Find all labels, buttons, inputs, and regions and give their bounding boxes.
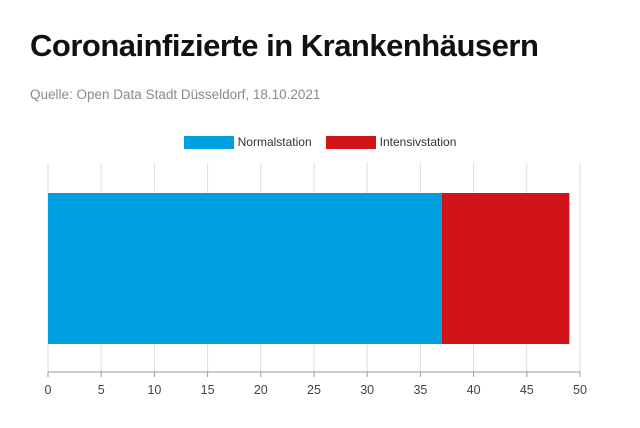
bar-intensivstation	[441, 193, 570, 344]
x-tick-label: 45	[520, 383, 534, 397]
axis: 0 5 10 15 20 25 30 35 40 45 50	[45, 371, 587, 397]
x-tick-label: 50	[573, 383, 587, 397]
x-tick-label: 40	[467, 383, 481, 397]
x-tick-label: 10	[147, 383, 161, 397]
chart-legend: Normalstation Intensivstation	[0, 135, 640, 149]
bars	[48, 193, 570, 344]
bar-normalstation	[48, 193, 442, 344]
legend-item-intensivstation[interactable]: Intensivstation	[325, 135, 457, 149]
x-tick-label: 30	[360, 383, 374, 397]
x-tick-label: 15	[201, 383, 215, 397]
legend-swatch-intensivstation	[325, 135, 376, 149]
x-tick-label: 5	[98, 383, 105, 397]
x-tick-label: 20	[254, 383, 268, 397]
legend-item-normalstation[interactable]: Normalstation	[183, 135, 312, 149]
legend-label-normalstation: Normalstation	[237, 135, 312, 149]
chart-source: Quelle: Open Data Stadt Düsseldorf, 18.1…	[30, 87, 321, 102]
x-tick-label: 35	[413, 383, 427, 397]
chart-title: Coronainfizierte in Krankenhäusern	[30, 28, 539, 63]
x-tick-label: 0	[45, 383, 52, 397]
legend-swatch-normalstation	[183, 135, 234, 149]
legend-label-intensivstation: Intensivstation	[379, 135, 457, 149]
x-tick-label: 25	[307, 383, 321, 397]
